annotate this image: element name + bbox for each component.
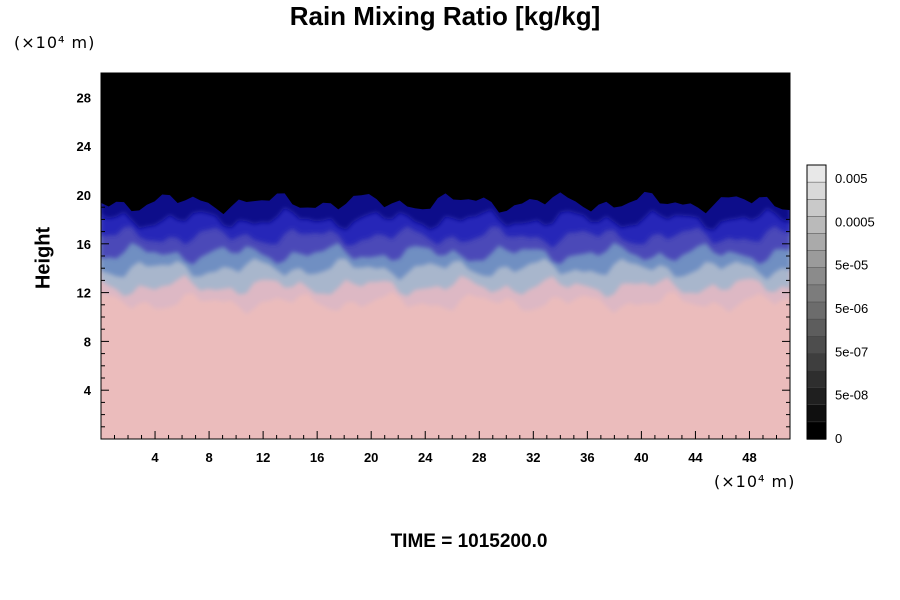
x-tick-label: 8 — [205, 450, 212, 465]
x-unit-label: (×10⁴ m) — [714, 472, 796, 491]
colorbar-swatch — [806, 318, 827, 337]
colorbar-swatch — [806, 301, 827, 320]
colorbar-swatch — [806, 164, 827, 183]
colorbar-swatch — [806, 233, 827, 252]
time-label: TIME = 1015200.0 — [390, 531, 548, 552]
colorbar-label: 5e-07 — [835, 344, 868, 359]
colorbar-swatch — [806, 404, 827, 423]
colorbar-label: 5e-08 — [835, 388, 868, 403]
y-tick-label: 28 — [77, 90, 91, 105]
x-tick-label: 40 — [634, 450, 648, 465]
colorbar-label: 0.005 — [835, 171, 868, 186]
colorbar-label: 0.0005 — [835, 214, 875, 229]
x-tick-label: 48 — [742, 450, 756, 465]
y-tick-label: 4 — [84, 383, 92, 398]
x-tick-label: 12 — [256, 450, 270, 465]
y-tick-label: 12 — [77, 286, 91, 301]
colorbar-swatch — [806, 387, 827, 406]
colorbar-frame — [806, 164, 827, 440]
x-tick-label: 24 — [418, 450, 433, 465]
colorbar: 0.005 0.0005 5e-05 5e-06 5e-07 5e-08 0 — [806, 164, 875, 446]
x-tick-label: 16 — [310, 450, 324, 465]
field-layer — [101, 73, 790, 215]
y-axis: 4 8 12 16 20 24 28 — [77, 84, 790, 428]
colorbar-swatch — [806, 336, 827, 355]
x-tick-label: 28 — [472, 450, 486, 465]
plot-area — [101, 73, 790, 439]
colorbar-label: 5e-06 — [835, 301, 868, 316]
chart-title: Rain Mixing Ratio [kg/kg] — [289, 1, 601, 31]
colorbar-swatch — [806, 216, 827, 235]
x-tick-label: 36 — [580, 450, 594, 465]
x-tick-label: 32 — [526, 450, 540, 465]
colorbar-label: 0 — [835, 431, 842, 446]
x-tick-label: 4 — [151, 450, 159, 465]
colorbar-swatch — [806, 267, 827, 286]
colorbar-swatch — [806, 181, 827, 200]
y-unit-label: (×10⁴ m) — [14, 33, 96, 52]
y-tick-label: 24 — [77, 139, 92, 154]
colorbar-label: 5e-05 — [835, 258, 868, 273]
colorbar-swatch — [806, 199, 827, 218]
y-tick-label: 8 — [84, 334, 91, 349]
colorbar-swatch — [806, 421, 827, 440]
x-tick-label: 20 — [364, 450, 378, 465]
x-axis: 4 8 12 16 20 24 28 32 36 40 44 48 — [114, 73, 777, 465]
y-tick-label: 16 — [77, 237, 91, 252]
colorbar-swatch — [806, 250, 827, 269]
colorbar-swatch — [806, 284, 827, 303]
colorbar-swatch — [806, 353, 827, 372]
colorbar-swatch — [806, 370, 827, 389]
x-tick-label: 44 — [688, 450, 703, 465]
y-tick-label: 20 — [77, 188, 91, 203]
